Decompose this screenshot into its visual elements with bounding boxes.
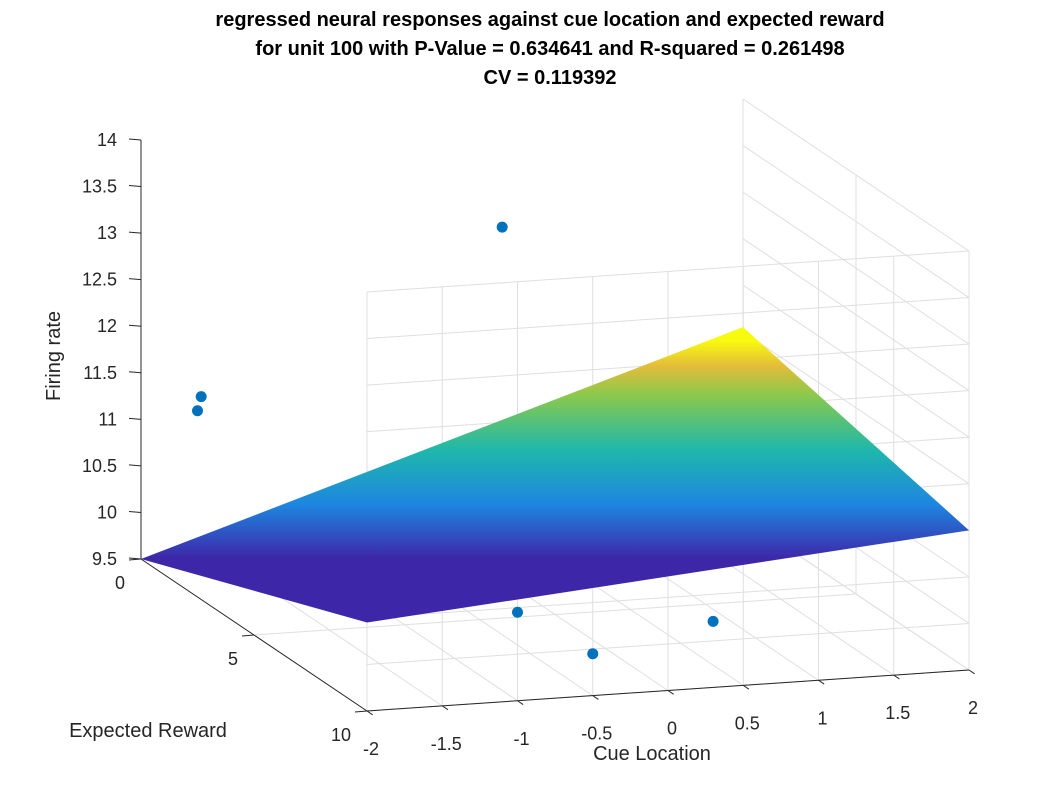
data-point-1 xyxy=(192,405,203,417)
title-line-2: for unit 100 with P-Value = 0.634641 and… xyxy=(255,38,844,60)
z-tick-label-1: 10 xyxy=(97,502,117,522)
x-tick-label-2: -1 xyxy=(513,729,529,749)
y-tick-mark-1 xyxy=(241,634,255,637)
title-line-1: regressed neural responses against cue l… xyxy=(215,9,884,31)
z-axis-label: Firing rate xyxy=(43,311,65,401)
z-tick-label-2: 10.5 xyxy=(82,456,117,476)
back-grid-z-8 xyxy=(366,297,970,340)
x-tick-label-4: 0 xyxy=(667,719,677,739)
z-tick-mark-1 xyxy=(128,510,142,513)
y-axis-label: Expected Reward xyxy=(69,720,227,742)
chart-title: regressed neural responses against cue l… xyxy=(215,9,884,89)
back-grid-z-1 xyxy=(366,622,970,665)
y-tick-label-1: 5 xyxy=(228,649,238,669)
y-tick-label-0: 0 xyxy=(115,573,125,593)
data-points xyxy=(192,221,719,660)
data-point-5 xyxy=(496,221,508,233)
y-tick-label-2: 10 xyxy=(331,725,351,745)
data-point-4 xyxy=(707,615,719,627)
back-grid-z-9 xyxy=(366,250,970,293)
z-tick-mark-6 xyxy=(128,278,142,281)
side-grid-z-5 xyxy=(742,284,970,438)
side-grid-z-4 xyxy=(742,331,970,485)
x-tick-label-7: 1.5 xyxy=(885,703,910,723)
z-tick-label-5: 12 xyxy=(97,316,117,336)
z-tick-mark-5 xyxy=(128,324,142,327)
z-tick-mark-7 xyxy=(128,231,142,234)
x-tick-mark-0 xyxy=(366,710,373,716)
z-tick-mark-3 xyxy=(128,417,142,420)
z-tick-mark-9 xyxy=(128,138,142,141)
x-tick-label-0: -2 xyxy=(363,739,379,759)
x-tick-mark-2 xyxy=(517,700,524,705)
x-tick-label-6: 1 xyxy=(817,708,827,728)
z-tick-label-8: 13.5 xyxy=(82,177,117,197)
tick-labels: -2 -1.5 -1 -0.5 0 0.5 1 1.5 205109.51010.51111.5… xyxy=(82,130,978,759)
z-tick-mark-2 xyxy=(128,464,142,467)
floor-grid-y-1 xyxy=(253,593,857,636)
x-tick-mark-7 xyxy=(893,674,900,680)
x-tick-label-3: -0.5 xyxy=(581,724,612,744)
z-tick-mark-4 xyxy=(128,371,142,374)
regression-surface xyxy=(141,327,969,623)
x-tick-label-5: 0.5 xyxy=(735,713,760,733)
side-grid-z-6 xyxy=(742,238,970,392)
x-tick-mark-8 xyxy=(968,669,975,675)
z-tick-label-4: 11.5 xyxy=(83,363,117,383)
side-grid-z-9 xyxy=(742,98,970,252)
data-point-3 xyxy=(587,648,599,660)
x-tick-mark-6 xyxy=(818,679,825,685)
back-grid-z-2 xyxy=(366,576,970,619)
side-grid-z-7 xyxy=(742,191,970,345)
x-tick-mark-5 xyxy=(742,684,750,690)
x-tick-mark-3 xyxy=(592,695,599,700)
z-tick-mark-8 xyxy=(128,185,142,188)
x-tick-label-8: 2 xyxy=(968,698,978,718)
z-tick-mark-0 xyxy=(128,557,142,560)
data-point-0 xyxy=(512,606,523,618)
z-tick-label-7: 13 xyxy=(97,223,117,243)
title-line-3: CV = 0.119392 xyxy=(484,67,617,89)
x-tick-mark-1 xyxy=(441,705,449,711)
x-tick-label-1: -1.5 xyxy=(431,734,462,754)
z-tick-label-9: 14 xyxy=(97,130,117,150)
y-tick-mark-2 xyxy=(354,710,368,713)
data-point-2 xyxy=(195,391,207,403)
z-tick-label-3: 11 xyxy=(98,409,117,429)
x-axis-label: Cue Location xyxy=(593,743,711,765)
z-tick-label-0: 9.5 xyxy=(92,549,117,569)
x-tick-mark-4 xyxy=(667,690,674,695)
surface-patch xyxy=(141,327,969,623)
axes xyxy=(128,138,975,716)
side-grid-z-8 xyxy=(742,145,970,298)
z-tick-label-6: 12.5 xyxy=(82,270,117,290)
